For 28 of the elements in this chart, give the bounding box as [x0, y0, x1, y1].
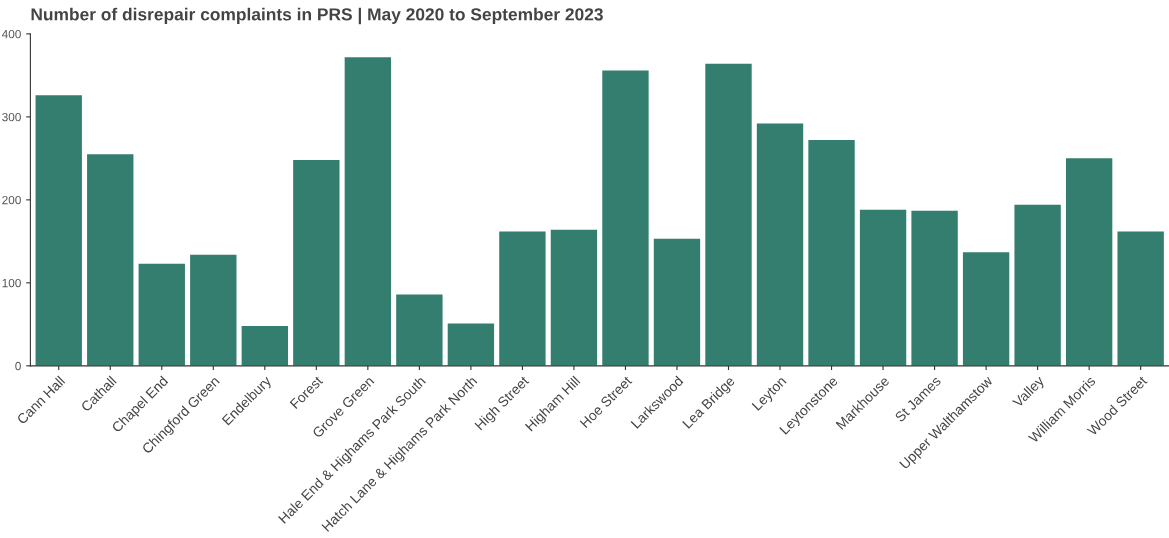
bar	[499, 231, 546, 366]
bar	[1014, 204, 1061, 366]
bar	[859, 209, 907, 366]
y-tick-label: 400	[1, 29, 21, 39]
y-tick-label: 200	[2, 195, 21, 205]
y-tick-label: 0	[15, 361, 21, 371]
bar	[344, 57, 392, 366]
bar	[653, 238, 701, 366]
bar	[138, 263, 185, 366]
bar	[396, 294, 443, 366]
bar	[550, 229, 598, 366]
y-tick-label: 100	[2, 278, 21, 288]
chart-title: Number of disrepair complaints in PRS | May 2020 to September 2023	[31, 7, 603, 25]
bar	[87, 154, 134, 366]
bar	[602, 70, 649, 366]
bar	[756, 123, 804, 366]
bar	[911, 210, 958, 366]
bar	[705, 63, 752, 366]
bar	[962, 252, 1010, 366]
bar	[35, 95, 82, 366]
bar	[190, 254, 237, 366]
bar	[1065, 158, 1113, 366]
bar	[1117, 231, 1164, 366]
bar	[241, 326, 288, 366]
bar	[808, 140, 855, 366]
bar	[293, 160, 340, 366]
y-tick-label: 300	[2, 112, 21, 122]
bar	[447, 323, 495, 366]
